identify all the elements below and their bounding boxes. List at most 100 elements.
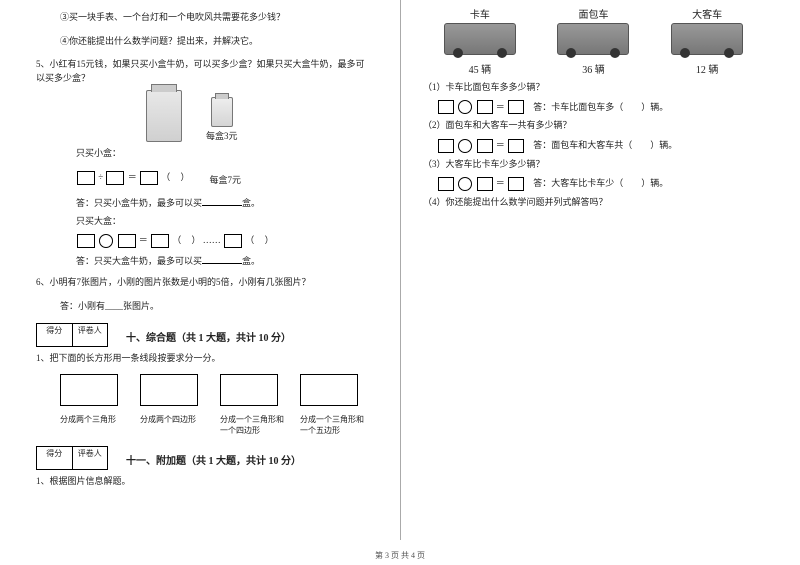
- op-eq: ＝: [496, 178, 505, 188]
- op-circle[interactable]: [458, 100, 472, 114]
- milk-big-image: [146, 90, 182, 142]
- paren-r: ）: [265, 235, 274, 245]
- op-circle[interactable]: [99, 234, 113, 248]
- vehicle-van: 面包车 36 辆: [548, 6, 638, 76]
- answer-blank[interactable]: [202, 195, 242, 206]
- rectangle[interactable]: [140, 374, 198, 406]
- r-a1: 答：卡车比面包车多（ ）辆。: [533, 102, 668, 112]
- problem-4: ④你还能提出什么数学问题？提出来，并解决它。: [60, 35, 372, 49]
- r-q4: （4）你还能提出什么数学问题并列式解答吗？: [423, 196, 764, 210]
- vehicle-count: 45 辆: [435, 61, 525, 76]
- input-box[interactable]: [477, 177, 493, 191]
- rect-label-2: 分成两个四边形: [140, 414, 208, 436]
- page-footer: 第 3 页 共 4 页: [0, 550, 800, 561]
- section-11-title: 十一、附加题（共 1 大题，共计 10 分）: [126, 452, 372, 467]
- dots: ……: [203, 235, 221, 245]
- rect-label-4: 分成一个三角形和一个五边形: [300, 414, 368, 436]
- op-eq: ＝: [496, 102, 505, 112]
- vehicle-name: 卡车: [435, 6, 525, 21]
- input-box[interactable]: [106, 171, 124, 185]
- input-box[interactable]: [140, 171, 158, 185]
- small-equation: ÷ ＝ （ ）: [76, 171, 190, 185]
- left-column: ③买一块手表、一个台灯和一个电吹风共需要花多少钱？ ④你还能提出什么数学问题？提…: [0, 0, 400, 540]
- section-10-title: 十、综合题（共 1 大题，共计 10 分）: [126, 329, 372, 344]
- paren-r: ）: [180, 172, 189, 182]
- vehicle-name: 大客车: [662, 6, 752, 21]
- r-q3: （3）大客车比卡车少多少辆？: [423, 158, 764, 172]
- bus-icon: [671, 23, 743, 55]
- rectangle[interactable]: [220, 374, 278, 406]
- input-box[interactable]: [438, 100, 454, 114]
- rect-label-3: 分成一个三角形和一个四边形: [220, 414, 288, 436]
- big-equation: ＝ （ ） …… （ ）: [76, 234, 372, 248]
- score-label: 得分: [37, 447, 73, 469]
- op-eq: ＝: [139, 235, 148, 245]
- r-q2: （2）面包车和大客车一共有多少辆？: [423, 119, 764, 133]
- van-icon: [557, 23, 629, 55]
- input-box[interactable]: [438, 177, 454, 191]
- problem-3: ③买一块手表、一个台灯和一个电吹风共需要花多少钱？: [60, 11, 372, 25]
- milk-images: 每盒3元: [146, 90, 372, 142]
- section-10-q: 1、把下面的长方形用一条线段按要求分一分。: [36, 352, 372, 366]
- answer-small-prefix: 答：只买小盒牛奶，最多可以买: [76, 198, 202, 208]
- input-box[interactable]: [151, 234, 169, 248]
- reviewer-label: 评卷人: [73, 447, 108, 469]
- only-small-label: 只买小盒：: [76, 147, 372, 161]
- op-eq: ＝: [128, 172, 137, 182]
- reviewer-label: 评卷人: [73, 324, 108, 346]
- rectangle[interactable]: [60, 374, 118, 406]
- vehicle-name: 面包车: [548, 6, 638, 21]
- milk-small-price: 每盒3元: [206, 129, 238, 142]
- r-a2: 答：面包车和大客车共（ ）辆。: [533, 140, 677, 150]
- answer-small: 答：只买小盒牛奶，最多可以买 盒。: [76, 195, 372, 211]
- problem-6-answer: 答：小刚有____张图片。: [60, 300, 372, 314]
- r-a3: 答：大客车比卡车少（ ）辆。: [533, 178, 668, 188]
- score-box: 得分 评卷人: [36, 323, 108, 347]
- input-box[interactable]: [77, 171, 95, 185]
- r-eq3: ＝ 答：大客车比卡车少（ ）辆。: [437, 176, 764, 191]
- paren-l: （: [245, 235, 254, 245]
- r-eq2: ＝ 答：面包车和大客车共（ ）辆。: [437, 138, 764, 153]
- paren-l: （: [161, 172, 170, 182]
- vehicle-count: 36 辆: [548, 61, 638, 76]
- input-box[interactable]: [508, 177, 524, 191]
- vehicle-bus: 大客车 12 辆: [662, 6, 752, 76]
- answer-small-suffix: 盒。: [242, 198, 260, 208]
- input-box[interactable]: [77, 234, 95, 248]
- score-label: 得分: [37, 324, 73, 346]
- answer-big: 答：只买大盒牛奶，最多可以买 盒。: [76, 253, 372, 269]
- only-big-label: 只买大盒：: [76, 215, 372, 229]
- rect-labels: 分成两个三角形 分成两个四边形 分成一个三角形和一个四边形 分成一个三角形和一个…: [60, 414, 372, 436]
- rectangle[interactable]: [300, 374, 358, 406]
- r-eq1: ＝ 答：卡车比面包车多（ ）辆。: [437, 100, 764, 115]
- answer-big-prefix: 答：只买大盒牛奶，最多可以买: [76, 256, 202, 266]
- milk-small: 每盒3元: [206, 97, 238, 142]
- paren-l: （: [172, 235, 181, 245]
- vehicle-row: 卡车 45 辆 面包车 36 辆 大客车 12 辆: [423, 6, 764, 76]
- input-box[interactable]: [438, 139, 454, 153]
- problem-6: 6、小明有7张图片，小刚的图片张数是小明的5倍，小刚有几张图片？: [36, 276, 372, 290]
- input-box[interactable]: [118, 234, 136, 248]
- vehicle-count: 12 辆: [662, 61, 752, 76]
- milk-big: [146, 90, 182, 142]
- input-box[interactable]: [477, 100, 493, 114]
- op-circle[interactable]: [458, 139, 472, 153]
- input-box[interactable]: [477, 139, 493, 153]
- input-box[interactable]: [224, 234, 242, 248]
- truck-icon: [444, 23, 516, 55]
- op-circle[interactable]: [458, 177, 472, 191]
- milk-small-image: [211, 97, 233, 127]
- op-div: ÷: [98, 172, 103, 182]
- section-11-q: 1、根据图片信息解题。: [36, 475, 372, 489]
- op-eq: ＝: [496, 140, 505, 150]
- problem-5-header: 5、小红有15元钱，如果只买小盒牛奶，可以买多少盒？如果只买大盒牛奶，最多可以买…: [36, 58, 372, 85]
- answer-big-suffix: 盒。: [242, 256, 260, 266]
- rect-row: [60, 374, 372, 406]
- input-box[interactable]: [508, 100, 524, 114]
- rect-label-1: 分成两个三角形: [60, 414, 128, 436]
- score-box: 得分 评卷人: [36, 446, 108, 470]
- input-box[interactable]: [508, 139, 524, 153]
- right-column: 卡车 45 辆 面包车 36 辆 大客车 12 辆 （1）卡车比面包车多多少辆？…: [400, 0, 800, 540]
- milk-big-price: 每盒7元: [210, 173, 242, 186]
- answer-blank[interactable]: [202, 253, 242, 264]
